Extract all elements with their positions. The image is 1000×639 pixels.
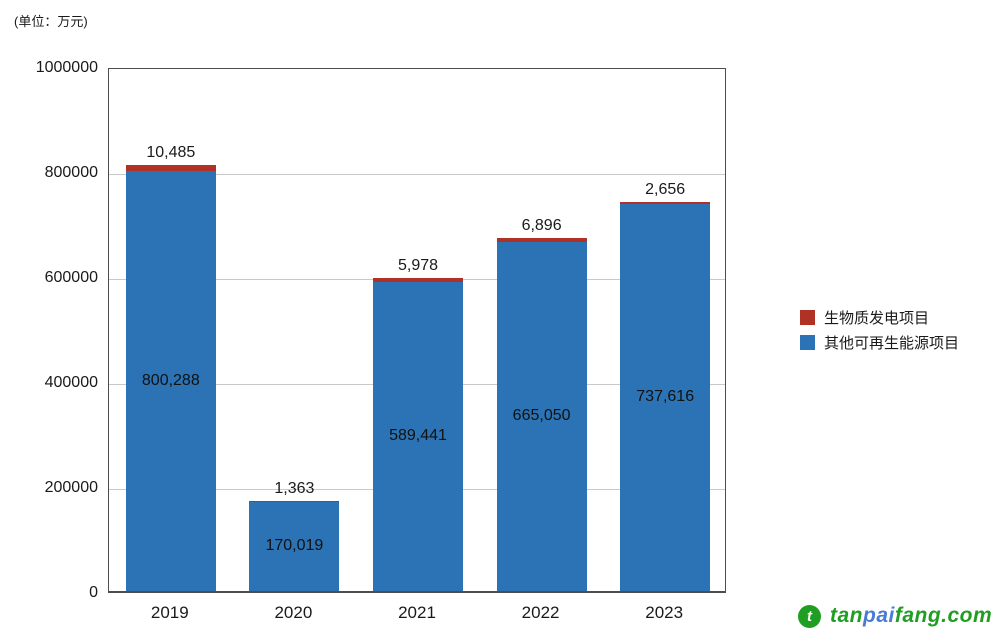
bar-value-other-renewables-2020: 170,019 xyxy=(265,537,324,555)
bar-value-biomass-2020: 1,363 xyxy=(274,479,315,497)
bar-value-other-renewables-2021: 589,441 xyxy=(389,427,447,445)
y-tick-label: 800000 xyxy=(44,164,98,181)
watermark: t tanpaifang.com xyxy=(798,604,992,628)
bar-biomass-2020 xyxy=(249,500,340,502)
bar-other-renewables-2021 xyxy=(373,281,463,591)
y-tick-label: 400000 xyxy=(44,374,98,391)
bar-biomass-2023 xyxy=(620,202,711,204)
legend-item-biomass: 生物质发电项目 xyxy=(800,305,959,330)
unit-label: (单位：万元) xyxy=(14,14,88,29)
legend: 生物质发电项目 其他可再生能源项目 xyxy=(800,305,959,355)
x-tick-label-2020: 2020 xyxy=(274,603,313,622)
x-tick-label-2022: 2022 xyxy=(521,603,560,622)
bar-value-other-renewables-2023: 737,616 xyxy=(636,388,695,406)
watermark-text-part: pai xyxy=(863,604,895,627)
x-tick-label-2023: 2023 xyxy=(645,603,684,622)
bar-value-other-renewables-2019: 800,288 xyxy=(141,371,200,389)
tanpaifang-logo-icon: t xyxy=(798,604,821,628)
y-tick-label: 1000000 xyxy=(35,59,98,76)
gridline xyxy=(109,173,725,175)
y-tick-label: 0 xyxy=(89,584,98,601)
legend-label-biomass: 生物质发电项目 xyxy=(824,310,930,327)
legend-swatch-other-renewables-icon xyxy=(800,335,815,350)
y-tick-label: 200000 xyxy=(44,479,98,496)
watermark-text-part: fang.com xyxy=(894,604,993,627)
bar-biomass-2021 xyxy=(373,278,463,282)
bar-other-renewables-2023 xyxy=(620,203,711,591)
bar-value-biomass-2022: 6,896 xyxy=(521,217,562,235)
bar-biomass-2019 xyxy=(125,165,216,171)
bar-value-other-renewables-2022: 665,050 xyxy=(512,407,571,425)
legend-label-other-renewables: 其他可再生能源项目 xyxy=(824,335,960,352)
bar-other-renewables-2019 xyxy=(125,170,216,591)
y-tick-label: 600000 xyxy=(44,269,98,286)
plot-area: 10,485 800,288 1,363 170,019 5,978 589,441 6,8… xyxy=(108,68,726,593)
legend-item-other-renewables: 其他可再生能源项目 xyxy=(800,330,959,355)
x-tick-label-2021: 2021 xyxy=(398,603,436,622)
watermark-text: tanpaifang.com xyxy=(830,604,992,628)
watermark-text-part: tan xyxy=(830,604,863,627)
bar-value-biomass-2019: 10,485 xyxy=(146,144,196,162)
x-tick-label-2019: 2019 xyxy=(150,603,189,622)
bar-value-biomass-2021: 5,978 xyxy=(397,257,439,275)
legend-swatch-biomass-icon xyxy=(800,310,815,325)
bar-value-biomass-2023: 2,656 xyxy=(645,181,686,199)
bar-other-renewables-2020 xyxy=(249,501,340,591)
bar-other-renewables-2022 xyxy=(496,241,587,591)
bar-biomass-2022 xyxy=(496,238,587,242)
